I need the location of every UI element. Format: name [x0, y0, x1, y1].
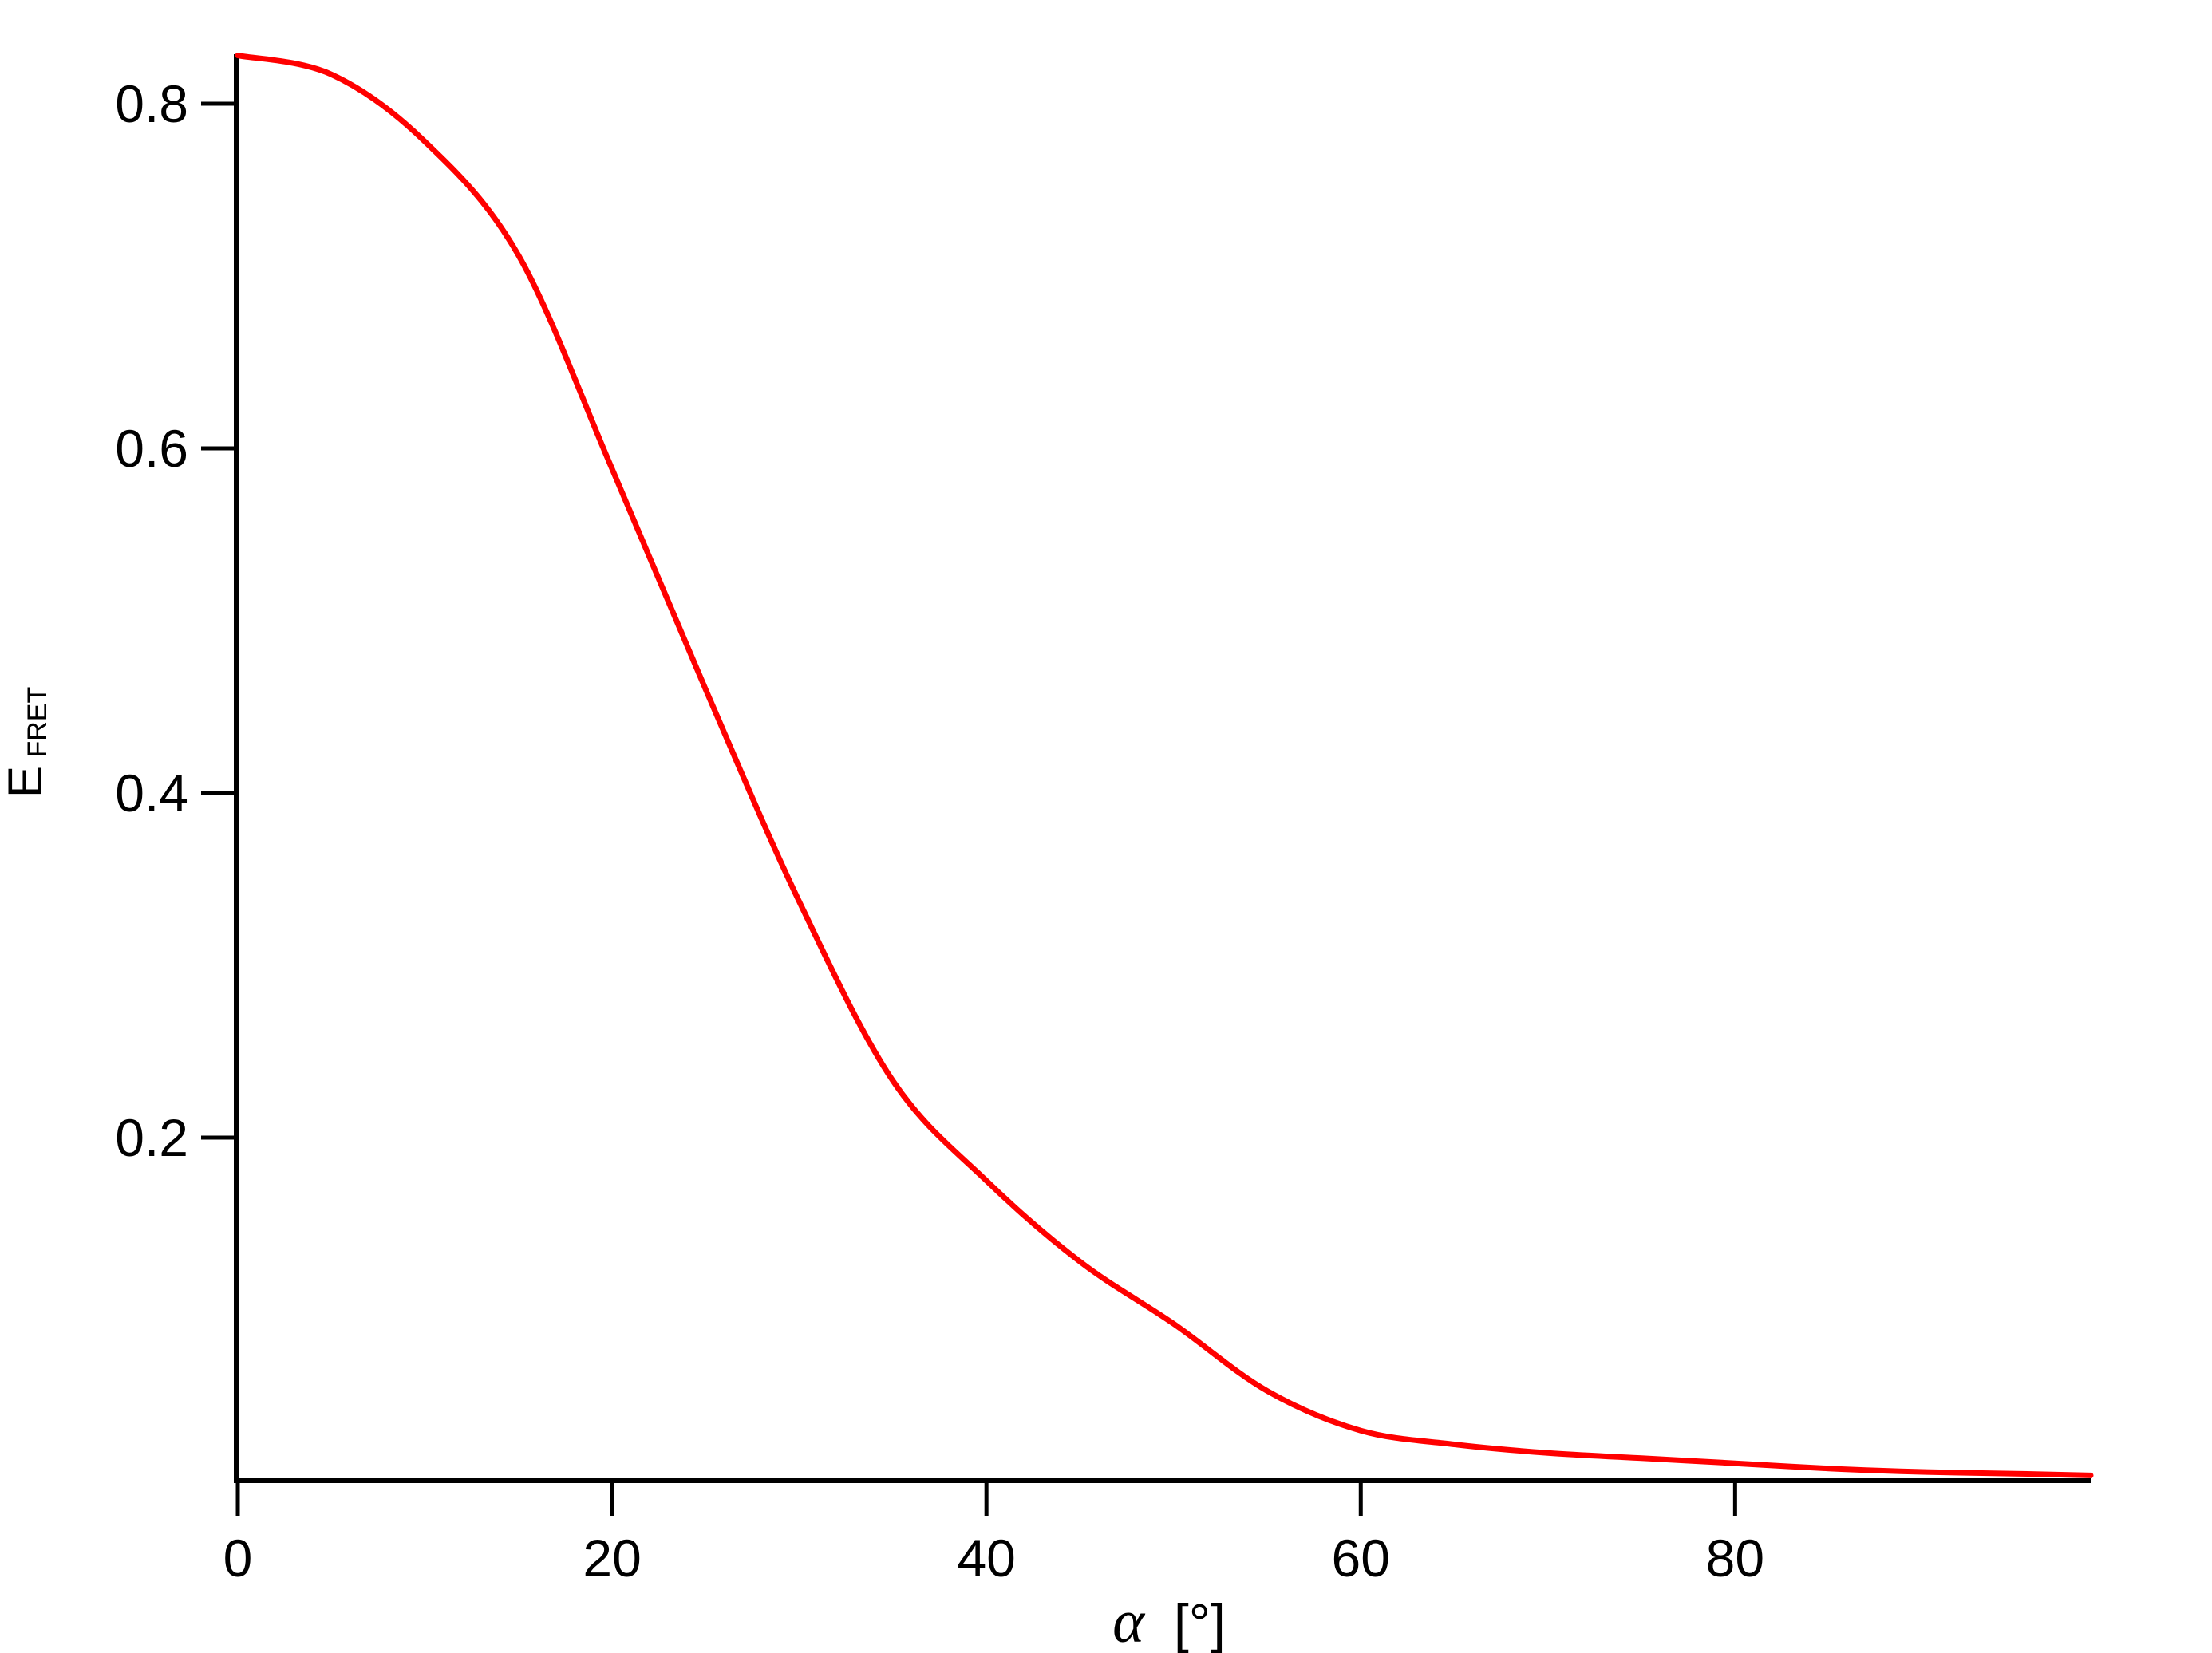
x-tick-label: 60 [1332, 1529, 1390, 1588]
x-tick-label: 20 [583, 1529, 641, 1588]
y-axis-tick-labels: 0.2 0.4 0.6 0.8 [115, 74, 188, 1167]
x-tick-label: 40 [957, 1529, 1015, 1588]
x-axis-tick-labels: 0 20 40 60 80 [223, 1529, 1764, 1588]
y-axis-title: E FRET [0, 687, 53, 798]
x-axis-title: α [°] [1112, 1588, 1226, 1653]
x-axis-ticks [235, 1481, 1737, 1516]
y-tick-label: 0.2 [115, 1108, 188, 1167]
y-axis-title-sub: FRET [22, 687, 53, 758]
y-tick-label: 0.6 [115, 419, 188, 478]
x-axis-unit: [°] [1174, 1593, 1226, 1653]
x-tick-label: 80 [1706, 1529, 1764, 1588]
y-tick-label: 0.8 [115, 74, 188, 133]
x-tick-label: 0 [223, 1529, 253, 1588]
y-axis-title-main: E [0, 766, 52, 798]
efret-curve [235, 53, 2094, 1478]
y-tick-label: 0.4 [115, 763, 188, 823]
alpha-symbol: α [1112, 1588, 1146, 1653]
y-axis-ticks [201, 101, 236, 1140]
